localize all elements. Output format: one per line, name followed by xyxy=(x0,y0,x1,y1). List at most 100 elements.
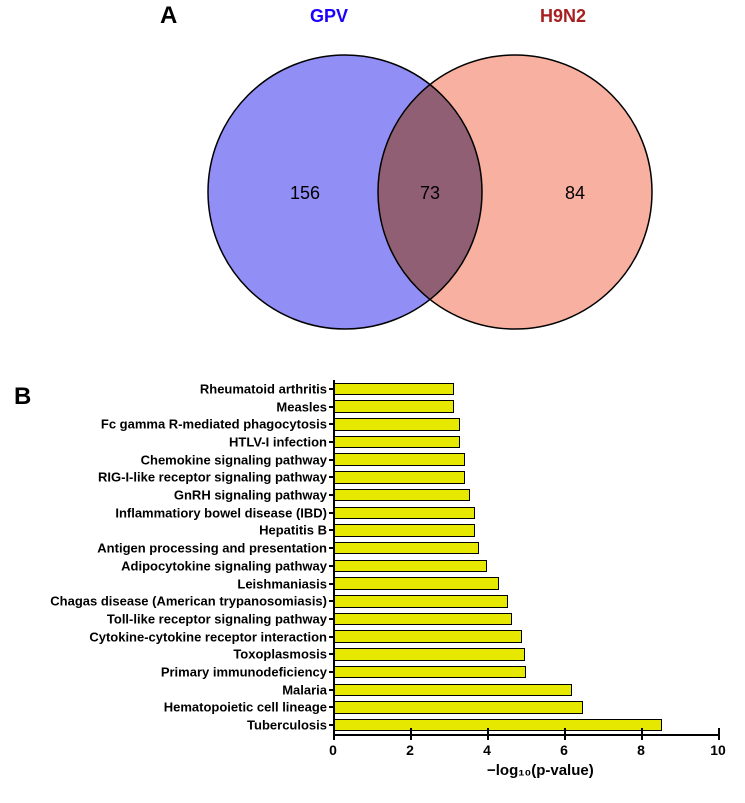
y-tick xyxy=(329,653,333,655)
venn-left-set-label: GPV xyxy=(310,6,348,27)
y-tick xyxy=(329,494,333,496)
bar-category-label: Antigen processing and presentation xyxy=(97,541,333,556)
bar-row: Tuberculosis xyxy=(333,719,718,732)
x-tick xyxy=(333,734,335,740)
x-tick-in xyxy=(410,728,412,734)
bar-row: Hepatitis B xyxy=(333,524,718,537)
bar-category-label: Chemokine signaling pathway xyxy=(141,452,333,467)
bar-rect xyxy=(333,719,662,732)
bar-rect xyxy=(333,524,475,537)
x-tick-label: 10 xyxy=(710,742,726,758)
y-tick xyxy=(329,441,333,443)
bar-row: Hematopoietic cell lineage xyxy=(333,701,718,714)
x-tick-label: 8 xyxy=(637,742,645,758)
bar-row: Primary immunodeficiency xyxy=(333,666,718,679)
venn-left-count: 156 xyxy=(275,183,335,204)
bar-row: Rheumatoid arthritis xyxy=(333,383,718,396)
venn-right-set-label: H9N2 xyxy=(540,6,586,27)
bar-row: Leishmaniasis xyxy=(333,577,718,590)
bar-category-label: Tuberculosis xyxy=(247,718,333,733)
y-tick xyxy=(329,636,333,638)
bar-category-label: Malaria xyxy=(282,682,333,697)
bar-rect xyxy=(333,542,479,555)
bar-rect xyxy=(333,701,583,714)
bar-chart-x-title: −log₁₀(p-value) xyxy=(487,762,594,779)
venn-right-count: 84 xyxy=(545,183,605,204)
y-tick xyxy=(329,529,333,531)
bar-row: Toxoplasmosis xyxy=(333,648,718,661)
bar-rect xyxy=(333,684,572,697)
bar-category-label: RIG-I-like receptor signaling pathway xyxy=(98,470,333,485)
x-tick-label: 4 xyxy=(483,742,491,758)
bar-category-label: Inflammatiory bowel disease (IBD) xyxy=(115,505,333,520)
bar-chart-area: Rheumatoid arthritis Measles Fc gamma R-me… xyxy=(333,380,718,734)
y-tick xyxy=(329,618,333,620)
x-tick xyxy=(487,734,489,740)
bar-category-label: Fc gamma R-mediated phagocytosis xyxy=(101,417,333,432)
bar-row: RIG-I-like receptor signaling pathway xyxy=(333,471,718,484)
y-tick xyxy=(329,565,333,567)
x-tick-label: 6 xyxy=(560,742,568,758)
bar-row: Inflammatiory bowel disease (IBD) xyxy=(333,507,718,520)
bar-rect xyxy=(333,630,522,643)
bar-rect xyxy=(333,453,465,466)
y-tick xyxy=(329,459,333,461)
x-tick-in xyxy=(718,728,720,734)
bar-rect xyxy=(333,648,525,661)
bar-chart-x-axis xyxy=(333,734,718,736)
bar-rect xyxy=(333,471,465,484)
bar-chart-y-axis xyxy=(333,380,335,734)
y-tick xyxy=(329,706,333,708)
bar-category-label: Toxoplasmosis xyxy=(233,647,333,662)
bar-row: Measles xyxy=(333,400,718,413)
bar-rect xyxy=(333,560,487,573)
bar-rect xyxy=(333,507,475,520)
bar-category-label: Primary immunodeficiency xyxy=(161,665,333,680)
bar-row: GnRH signaling pathway xyxy=(333,489,718,502)
x-tick xyxy=(410,734,412,740)
venn-intersection-count: 73 xyxy=(410,183,450,204)
bar-rect xyxy=(333,489,470,502)
x-tick xyxy=(718,734,720,740)
bar-rect xyxy=(333,577,499,590)
bar-rect xyxy=(333,595,508,608)
bar-row: HTLV-I infection xyxy=(333,436,718,449)
y-tick xyxy=(329,671,333,673)
bar-row: Fc gamma R-mediated phagocytosis xyxy=(333,418,718,431)
y-tick xyxy=(329,423,333,425)
y-tick xyxy=(329,476,333,478)
bar-row: Cytokine-cytokine receptor interaction xyxy=(333,630,718,643)
x-tick xyxy=(564,734,566,740)
y-tick xyxy=(329,724,333,726)
bar-category-label: Cytokine-cytokine receptor interaction xyxy=(89,629,333,644)
bar-row: Adipocytokine signaling pathway xyxy=(333,560,718,573)
bar-rect xyxy=(333,613,512,626)
bar-category-label: Hematopoietic cell lineage xyxy=(164,700,333,715)
y-tick xyxy=(329,600,333,602)
venn-diagram: 156 73 84 xyxy=(170,32,690,352)
bar-category-label: Leishmaniasis xyxy=(237,576,333,591)
bar-row: Chemokine signaling pathway xyxy=(333,453,718,466)
bar-category-label: Adipocytokine signaling pathway xyxy=(121,558,333,573)
y-tick xyxy=(329,512,333,514)
bar-category-label: GnRH signaling pathway xyxy=(174,488,333,503)
y-tick xyxy=(329,547,333,549)
bar-category-label: HTLV-I infection xyxy=(229,434,333,449)
x-tick-label: 2 xyxy=(406,742,414,758)
bar-rect xyxy=(333,436,460,449)
bar-category-label: Measles xyxy=(276,399,333,414)
y-tick xyxy=(329,689,333,691)
x-tick-label: 0 xyxy=(329,742,337,758)
y-tick xyxy=(329,406,333,408)
bar-row: Chagas disease (American trypanosomiasis… xyxy=(333,595,718,608)
figure-root: A GPV H9N2 156 73 84 B Rheumatoid arthri… xyxy=(0,0,745,803)
x-tick-in xyxy=(487,728,489,734)
bar-row: Malaria xyxy=(333,684,718,697)
panel-b-label: B xyxy=(14,383,31,411)
bar-rect xyxy=(333,666,526,679)
x-tick-in xyxy=(641,728,643,734)
y-tick xyxy=(329,388,333,390)
x-tick xyxy=(641,734,643,740)
bar-row: Toll-like receptor signaling pathway xyxy=(333,613,718,626)
bar-category-label: Rheumatoid arthritis xyxy=(200,381,333,396)
